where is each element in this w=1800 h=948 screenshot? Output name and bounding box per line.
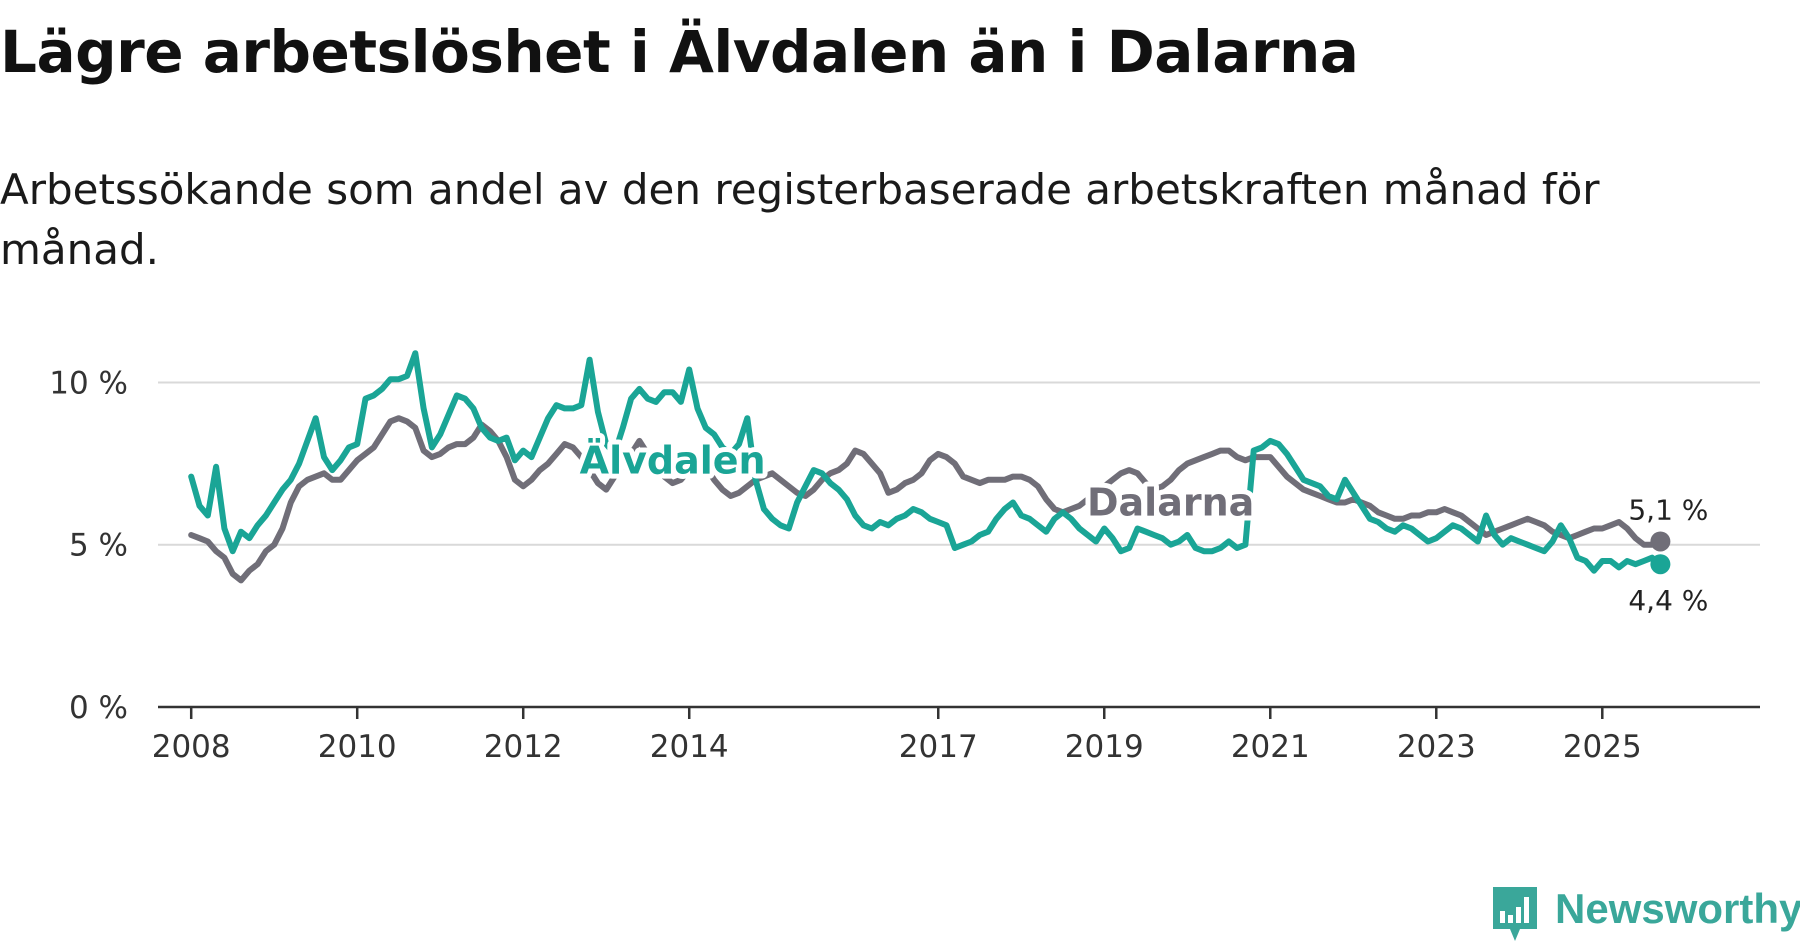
newsworthy-logo-icon <box>1493 887 1537 941</box>
end-value-label-alvdalen: 4,4 % <box>1628 584 1708 617</box>
x-tick-label: 2023 <box>1397 729 1476 765</box>
x-tick-label: 2014 <box>650 729 729 765</box>
series-labels: Älvdalen Dalarna 5,1 % 4,4 % <box>575 433 1709 617</box>
x-tick-label: 2012 <box>484 729 563 765</box>
x-tick-label: 2025 <box>1563 729 1642 765</box>
series-line-dalarna <box>188 415 1664 584</box>
series-lines <box>188 350 1671 584</box>
y-tick-label: 0 % <box>69 690 128 726</box>
brand-name: Newsworthy <box>1555 885 1800 932</box>
series-label-dalarna: Dalarna <box>1087 481 1254 525</box>
chart-title: Lägre arbetslöshet i Älvdalen än i Dalar… <box>0 18 1359 86</box>
series-line-alvdalen <box>188 350 1664 574</box>
y-tick-label: 10 % <box>49 365 128 401</box>
axes: 0 % 5 % 10 % 2008 2010 2012 2014 2017 2019 2021 20… <box>49 365 1760 765</box>
x-tick-label: 2017 <box>899 729 978 765</box>
x-tick-label: 2010 <box>318 729 397 765</box>
y-tick-label: 5 % <box>69 528 128 564</box>
series-label-alvdalen: Älvdalen <box>580 438 766 482</box>
line-chart: 0 % 5 % 10 % 2008 2010 2012 2014 2017 2019 2021 20… <box>49 350 1760 765</box>
x-tick-label: 2008 <box>152 729 231 765</box>
end-value-label-dalarna: 5,1 % <box>1628 493 1708 526</box>
x-tick-label: 2021 <box>1231 729 1310 765</box>
series-end-dot-dalarna <box>1650 531 1671 552</box>
chart-subtitle: Arbetssökande som andel av den registerb… <box>0 165 1600 274</box>
x-tick-label: 2019 <box>1065 729 1144 765</box>
series-end-dot-alvdalen <box>1650 554 1671 575</box>
